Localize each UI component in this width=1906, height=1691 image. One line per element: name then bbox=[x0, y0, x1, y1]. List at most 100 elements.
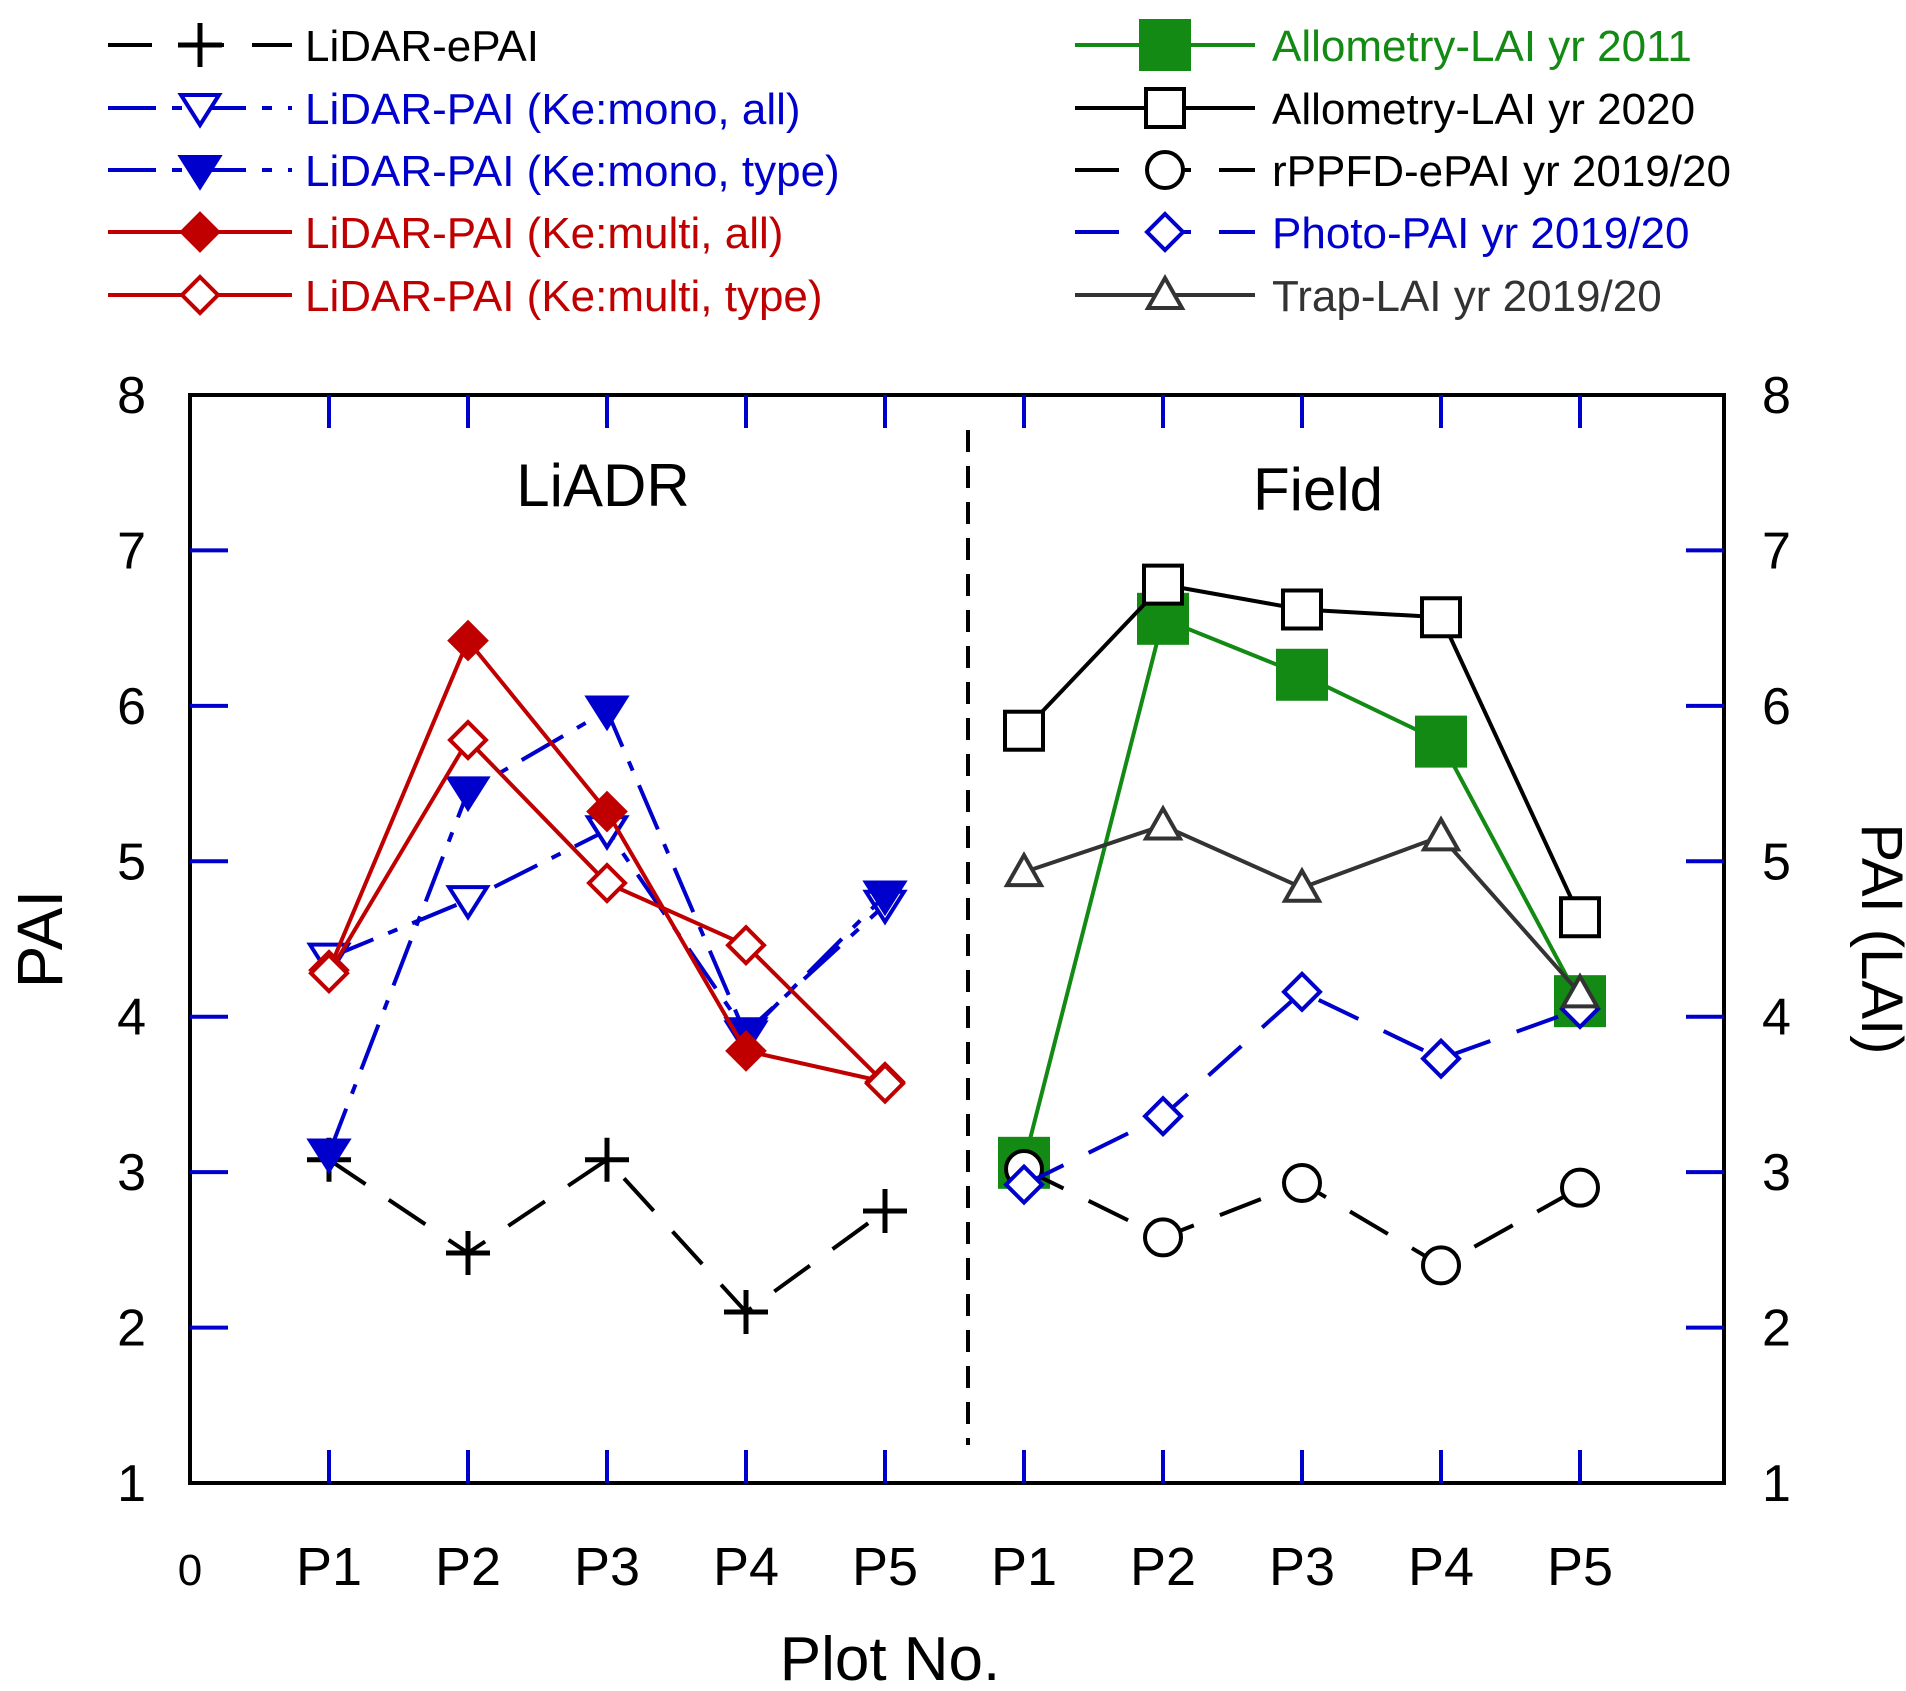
legend-label: LiDAR-PAI (Ke:multi, all) bbox=[305, 209, 783, 258]
data-point bbox=[1281, 866, 1323, 903]
x-tick-label: P2 bbox=[435, 1537, 501, 1597]
data-point bbox=[1420, 1037, 1462, 1080]
y-tick-label-right: 3 bbox=[1762, 1144, 1791, 1202]
legend-entry: Allometry-LAI yr 2020 bbox=[1075, 85, 1695, 134]
data-point bbox=[1142, 804, 1184, 841]
data-point bbox=[862, 880, 908, 917]
y-tick-label-left: 6 bbox=[117, 678, 146, 736]
legend-entry: LiDAR-PAI (Ke:mono, all) bbox=[108, 85, 801, 134]
x-tick-label: P3 bbox=[574, 1537, 640, 1597]
y-axis-title-right: PAI (LAI) bbox=[1849, 824, 1906, 1055]
plot-frame bbox=[188, 393, 1726, 1485]
data-point bbox=[1003, 709, 1045, 752]
legend: LiDAR-ePAI LiDAR-PAI (Ke:mono, all) LiDAR-… bbox=[108, 19, 1731, 321]
x-tick-label: P5 bbox=[1547, 1537, 1613, 1597]
legend-marker bbox=[1144, 87, 1186, 129]
x-tick-label: P4 bbox=[713, 1537, 779, 1597]
y-tick-label-left: 8 bbox=[117, 367, 146, 425]
data-point bbox=[585, 1137, 629, 1182]
legend-entry: LiDAR-PAI (Ke:mono, type) bbox=[108, 147, 840, 196]
data-point bbox=[724, 1290, 768, 1335]
legend-marker bbox=[177, 155, 223, 191]
y-tick-label-right: 5 bbox=[1762, 833, 1791, 891]
x-tick-label: P1 bbox=[991, 1537, 1057, 1597]
legend-label: LiDAR-PAI (Ke:mono, type) bbox=[305, 147, 840, 196]
data-point bbox=[1142, 1095, 1184, 1138]
data-point bbox=[1415, 715, 1467, 768]
data-point bbox=[445, 885, 491, 921]
series-8 bbox=[1003, 971, 1601, 1206]
y-tick-label-right: 4 bbox=[1762, 989, 1791, 1047]
data-point bbox=[1560, 1167, 1600, 1208]
y-tick-label-left: 1 bbox=[117, 1455, 146, 1513]
series-3 bbox=[308, 619, 906, 1103]
data-point bbox=[1143, 1217, 1183, 1258]
panel-label-lidar: LiADR bbox=[516, 452, 689, 519]
panel-label-field: Field bbox=[1253, 456, 1383, 523]
series-line bbox=[1023, 823, 1582, 995]
y-tick-label-right: 6 bbox=[1762, 678, 1791, 736]
y-tick-label-left: 7 bbox=[117, 522, 146, 580]
legend-label: LiDAR-PAI (Ke:mono, all) bbox=[305, 85, 801, 134]
legend-marker bbox=[179, 274, 221, 316]
legend-label: LiDAR-PAI (Ke:multi, type) bbox=[305, 272, 823, 321]
data-point bbox=[308, 952, 350, 995]
legend-entry: Photo-PAI yr 2019/20 bbox=[1075, 209, 1689, 258]
data-point bbox=[447, 619, 489, 662]
series-line bbox=[1023, 989, 1581, 1187]
data-point bbox=[1420, 815, 1462, 852]
data-point bbox=[725, 1030, 767, 1072]
legend-marker bbox=[179, 211, 221, 253]
legend-marker bbox=[1144, 273, 1186, 310]
y-tick-label-left: 5 bbox=[117, 833, 146, 891]
series-2 bbox=[306, 695, 908, 1175]
legend-marker bbox=[1144, 211, 1186, 253]
x-axis-title: Plot No. bbox=[780, 1625, 1001, 1691]
legend-entry: LiDAR-PAI (Ke:multi, all) bbox=[108, 209, 783, 258]
data-point bbox=[1282, 1163, 1322, 1204]
legend-entry: LiDAR-ePAI bbox=[108, 22, 539, 71]
legend-label: rPPFD-ePAI yr 2019/20 bbox=[1272, 147, 1731, 196]
series-layer bbox=[306, 563, 1606, 1335]
y-tick-label-left: 3 bbox=[117, 1144, 146, 1202]
data-point bbox=[584, 695, 630, 732]
data-point bbox=[1281, 971, 1323, 1013]
legend-label: Allometry-LAI yr 2011 bbox=[1272, 22, 1692, 71]
data-point bbox=[1003, 1163, 1045, 1206]
data-point bbox=[1559, 896, 1601, 939]
data-point bbox=[864, 1062, 906, 1105]
legend-label: Trap-LAI yr 2019/20 bbox=[1272, 272, 1662, 321]
x-tick-label: P2 bbox=[1130, 1537, 1196, 1597]
legend-marker bbox=[1145, 150, 1185, 190]
y-tick-label-right: 7 bbox=[1762, 522, 1791, 580]
data-point bbox=[306, 1138, 352, 1175]
data-point bbox=[863, 1189, 907, 1233]
legend-marker bbox=[178, 23, 222, 67]
data-point bbox=[586, 862, 628, 904]
legend-entry: rPPFD-ePAI yr 2019/20 bbox=[1075, 147, 1731, 196]
legend-label: Allometry-LAI yr 2020 bbox=[1272, 85, 1695, 134]
series-line bbox=[327, 1157, 887, 1315]
data-point bbox=[1003, 851, 1045, 888]
y-axis-title: PAI bbox=[4, 890, 76, 988]
legend-entry: Allometry-LAI yr 2011 bbox=[1075, 19, 1692, 71]
x-tick-label-zero: 0 bbox=[178, 1546, 202, 1595]
data-point bbox=[1559, 972, 1601, 1009]
data-point bbox=[1142, 563, 1184, 606]
series-9 bbox=[1003, 804, 1601, 1009]
y-tick-label-left: 2 bbox=[117, 1300, 146, 1358]
text-layer: 1 1 2 2 3 3 4 4 5 5 6 6 7 7 8 8 0 P1 P2 P3 P4 P5 P1 P2 P3 P4 P5 Plo… bbox=[4, 367, 1906, 1691]
x-tick-label: P5 bbox=[852, 1537, 918, 1597]
y-tick-label-right: 1 bbox=[1762, 1455, 1791, 1513]
data-point bbox=[1421, 1245, 1461, 1286]
data-point bbox=[447, 719, 489, 761]
legend-label: Photo-PAI yr 2019/20 bbox=[1272, 209, 1689, 258]
x-tick-label: P1 bbox=[296, 1537, 362, 1597]
x-tick-label: P4 bbox=[1408, 1537, 1474, 1597]
legend-marker bbox=[1139, 19, 1191, 71]
y-tick-label-right: 8 bbox=[1762, 367, 1791, 425]
y-tick-label-left: 4 bbox=[117, 989, 146, 1047]
series-0 bbox=[307, 1137, 907, 1335]
y-tick-label-right: 2 bbox=[1762, 1300, 1791, 1358]
